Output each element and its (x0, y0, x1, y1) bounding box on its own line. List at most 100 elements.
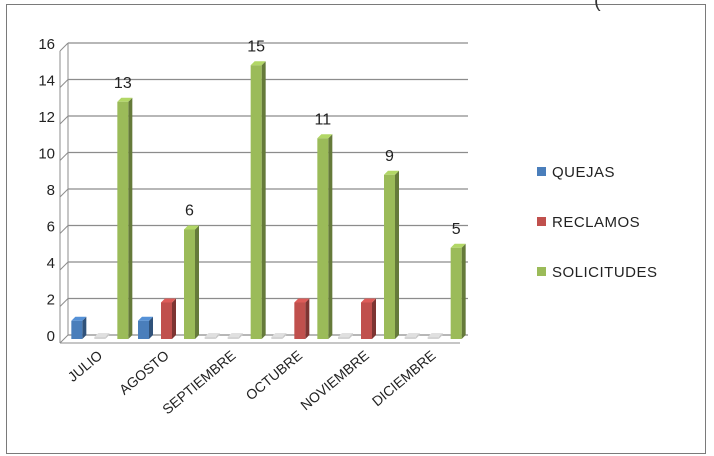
bar-quejas-septiembre (204, 333, 220, 339)
x-category-label: SEPTIEMBRE (159, 347, 238, 417)
bar-solicitudes-julio (117, 97, 133, 339)
bar-quejas-julio (71, 316, 87, 339)
gridlines (59, 42, 468, 344)
gridline-depth-4 (59, 261, 69, 271)
bar-top (294, 298, 310, 303)
bar-solicitudes-diciembre (450, 243, 466, 339)
bar-quejas-diciembre (404, 333, 420, 339)
bar-top (338, 333, 353, 337)
y-tick-label: 4 (47, 255, 55, 272)
bar-front (161, 302, 172, 339)
bar-front (384, 174, 395, 339)
data-labels: 13 6 15 11 9 5 (114, 38, 461, 238)
y-tick-label: 6 (47, 219, 55, 236)
bar-solicitudes-agosto (184, 225, 199, 339)
data-label: 5 (452, 221, 461, 238)
x-category-label: DICIEMBRE (369, 347, 439, 409)
bar-front (94, 337, 106, 339)
bar-front (71, 320, 83, 339)
bar-top (184, 225, 199, 230)
bar-front (427, 337, 439, 339)
bar-top (117, 97, 133, 102)
bar-top (450, 243, 466, 248)
bar-solicitudes-octubre (317, 134, 333, 339)
y-tick-label: 10 (38, 146, 55, 163)
bar-side (172, 298, 176, 339)
bar-side (415, 333, 420, 339)
y-tick-label: 0 (47, 328, 55, 345)
gridline-depth-10 (59, 152, 69, 161)
bar-reclamos-noviembre (361, 298, 376, 339)
bar-top (250, 61, 266, 66)
data-label: 9 (385, 148, 394, 165)
bar-side (128, 97, 133, 339)
bar-front (338, 337, 349, 339)
bar-front (361, 302, 372, 339)
bar-top (384, 170, 399, 175)
bar-side (282, 333, 287, 339)
bar-side (105, 333, 110, 339)
legend-item-reclamos: RECLAMOS (537, 214, 640, 231)
gridline-depth-14 (59, 79, 69, 88)
bar-side (82, 316, 87, 339)
bar-front (294, 302, 306, 339)
stray-mark: ( (594, 0, 601, 12)
bar-solicitudes-noviembre (384, 170, 399, 339)
bar-side (261, 61, 266, 339)
bar-reclamos-octubre (294, 298, 310, 339)
bar-reclamos-diciembre (427, 333, 443, 339)
y-tick-label: 2 (47, 292, 55, 309)
legend-label: QUEJAS (552, 164, 615, 181)
gridline-depth-12 (59, 115, 69, 125)
x-category-label: JULIO (65, 347, 106, 385)
legend-swatch (537, 267, 546, 276)
bar-front (271, 337, 283, 339)
bar-quejas-octubre (271, 333, 287, 339)
x-category-label: AGOSTO (116, 347, 172, 398)
bar-top (271, 333, 287, 337)
y-tick-label: 12 (38, 109, 55, 126)
x-category-label: OCTUBRE (243, 347, 306, 403)
bar-side (195, 225, 199, 339)
bar-top (204, 333, 220, 337)
bar-top (361, 298, 376, 303)
bar-side (438, 333, 443, 339)
bar-front (250, 65, 262, 339)
gridline-depth-8 (59, 188, 69, 198)
bar-front (204, 337, 216, 339)
bar-solicitudes-septiembre (250, 61, 266, 339)
bar-front (450, 247, 462, 339)
bars (71, 61, 466, 339)
gridline-depth-6 (59, 225, 69, 234)
legend-label: SOLICITUDES (552, 264, 658, 281)
bar-side (328, 134, 333, 339)
bar-front (317, 138, 329, 339)
bar-side (461, 243, 466, 339)
bar-side (238, 333, 243, 339)
bar-reclamos-septiembre (227, 333, 243, 339)
gridline-depth-16 (59, 42, 69, 52)
legend-item-quejas: QUEJAS (537, 164, 615, 181)
bar-top (161, 298, 176, 303)
bar-top (227, 333, 243, 337)
bar-front (184, 229, 195, 339)
data-label: 13 (114, 75, 132, 92)
y-axis-ticks: 0 2 4 6 8 10 12 14 16 (38, 36, 55, 345)
legend-swatch (537, 217, 546, 226)
bar-front (404, 337, 416, 339)
bar-top (427, 333, 443, 337)
bar-reclamos-julio (94, 333, 110, 339)
bar-front (117, 101, 129, 339)
data-label: 15 (247, 38, 265, 55)
bar-side (149, 316, 153, 339)
legend-swatch (537, 167, 546, 176)
legend-item-solicitudes: SOLICITUDES (537, 264, 658, 281)
bar-side (305, 298, 310, 339)
bar-top (138, 316, 153, 321)
bar-top (94, 333, 110, 337)
legend-label: RECLAMOS (552, 214, 640, 231)
legend: QUEJAS RECLAMOS SOLICITUDES (537, 164, 658, 281)
bar-side (372, 298, 376, 339)
bar-quejas-noviembre (338, 333, 353, 339)
